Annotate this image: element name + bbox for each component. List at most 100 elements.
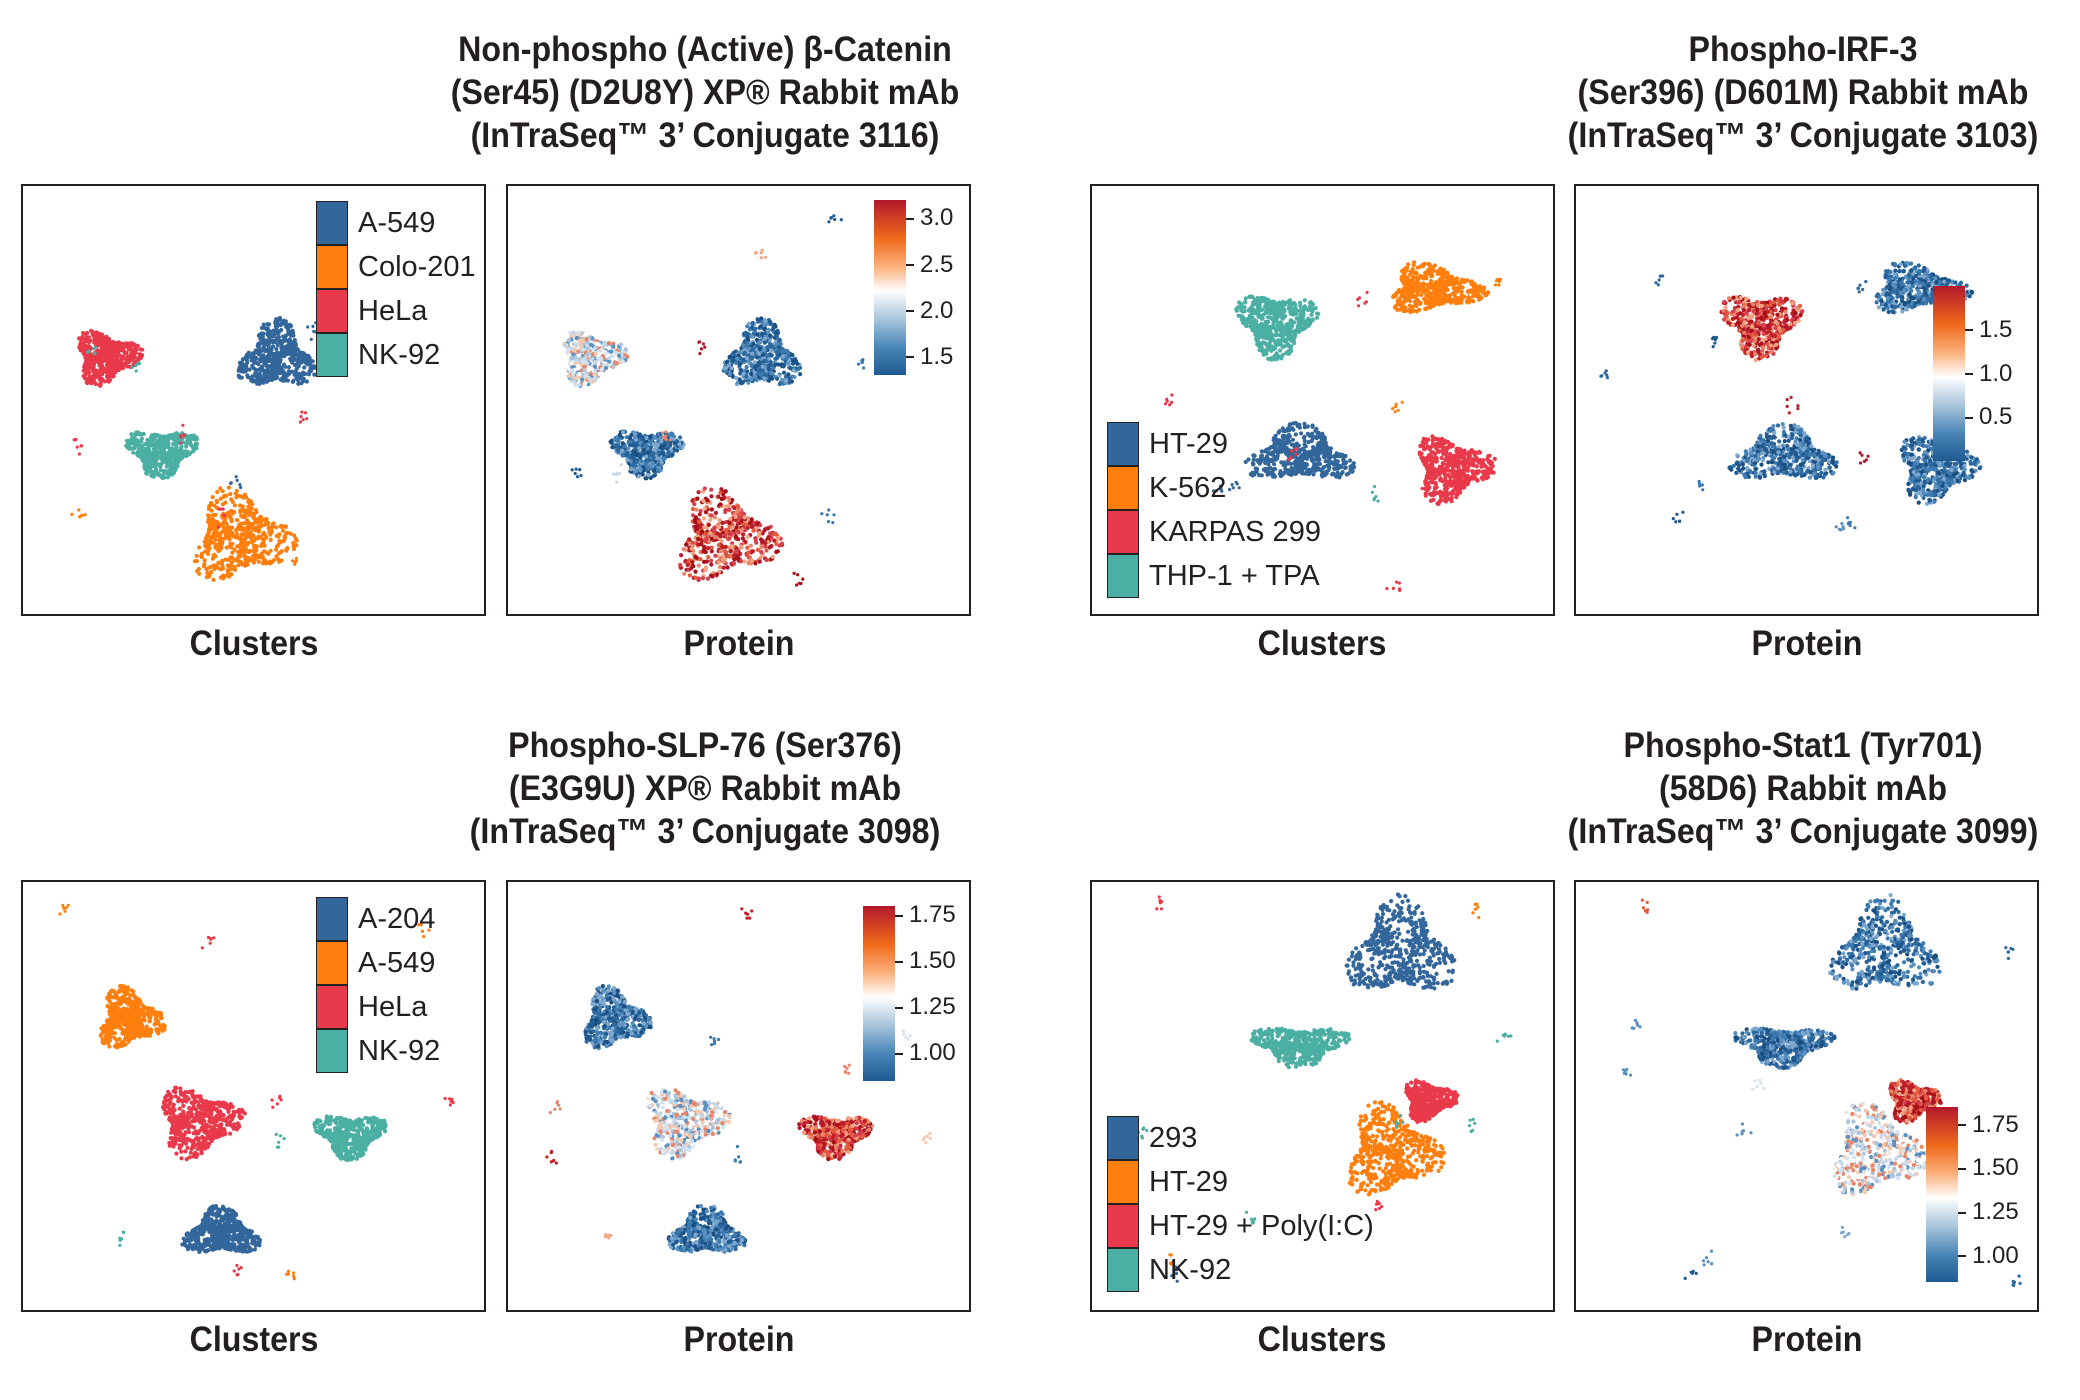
cell-point — [798, 372, 803, 377]
outlier-point — [179, 435, 183, 439]
cell-point — [644, 435, 649, 440]
cell-point — [133, 346, 138, 351]
cell-point — [282, 537, 287, 542]
cell-point — [597, 351, 602, 356]
cell-point — [249, 511, 254, 516]
outlier-point — [83, 513, 87, 517]
cell-point — [204, 575, 209, 580]
cell-point — [736, 537, 741, 542]
cell-point — [232, 503, 237, 508]
cell-point — [687, 537, 692, 542]
cell-point — [267, 529, 272, 534]
cell-point — [262, 360, 267, 365]
cell-point — [282, 349, 287, 354]
cell-point — [262, 522, 267, 527]
cell-point — [1334, 452, 1339, 457]
cell-point — [279, 327, 284, 333]
cell-point — [300, 372, 305, 377]
cell-point — [110, 367, 115, 372]
cell-point — [194, 559, 199, 564]
cell-point — [1338, 464, 1343, 469]
outlier-point — [754, 251, 758, 255]
cell-point — [661, 450, 666, 455]
cell-point — [666, 450, 671, 455]
cell-point — [754, 343, 759, 348]
cell-point — [312, 372, 317, 377]
cell-point — [599, 357, 604, 363]
cell-point — [593, 346, 598, 351]
cell-point — [215, 565, 220, 570]
cell-point — [569, 376, 574, 382]
cell-point — [164, 464, 169, 469]
cell-point — [745, 356, 750, 361]
cell-point — [714, 572, 720, 577]
cell-point — [708, 517, 713, 522]
cell-point — [246, 520, 251, 525]
cell-point — [160, 475, 165, 481]
cell-point — [91, 362, 96, 367]
cell-point — [264, 550, 269, 555]
cell-point — [1351, 461, 1356, 466]
cell-point — [750, 549, 756, 554]
cell-point — [163, 469, 168, 474]
cluster-colo-201 — [678, 486, 785, 582]
cell-point — [289, 346, 294, 351]
chart-title: Phospho-IRF-3 (Ser396) (D601M) Rabbit mA… — [1389, 28, 2080, 157]
outlier-point — [668, 438, 672, 442]
clusters-axis-label: Clusters — [189, 624, 319, 663]
cell-point — [692, 502, 697, 507]
cell-point — [570, 333, 575, 338]
cell-point — [261, 340, 266, 345]
cell-point — [1332, 466, 1337, 471]
cell-point — [218, 575, 223, 580]
cell-point — [735, 556, 740, 561]
cell-point — [226, 569, 231, 574]
cell-point — [128, 441, 133, 446]
cell-point — [279, 558, 284, 563]
cell-point — [750, 346, 755, 351]
cell-point — [108, 363, 113, 368]
outlier-point — [839, 218, 843, 222]
cell-point — [177, 448, 182, 453]
cell-point — [82, 363, 87, 368]
outlier-point — [179, 441, 183, 445]
cell-point — [1302, 421, 1307, 426]
cell-point — [192, 444, 197, 449]
cell-point — [731, 350, 736, 355]
cell-point — [777, 342, 782, 347]
legend-label: HeLa — [358, 294, 428, 327]
cell-point — [698, 524, 703, 529]
outlier-point — [664, 434, 668, 438]
cell-point — [717, 560, 722, 565]
cell-point — [758, 523, 763, 528]
cell-point — [264, 368, 269, 373]
cell-point — [86, 335, 91, 340]
cell-point — [174, 448, 179, 453]
cell-point — [92, 340, 97, 345]
cell-point — [727, 372, 732, 377]
cell-point — [573, 375, 578, 381]
cell-point — [293, 369, 298, 374]
outlier-point — [181, 423, 185, 427]
cell-point — [689, 566, 694, 571]
cell-point — [582, 364, 587, 369]
cell-point — [245, 360, 250, 365]
outlier-point — [611, 472, 615, 476]
cell-point — [709, 507, 714, 512]
cell-point — [257, 374, 262, 379]
cell-point — [769, 376, 774, 381]
cell-point — [165, 475, 170, 480]
cell-point — [573, 355, 578, 360]
cell-point — [258, 336, 263, 341]
cell-point — [213, 529, 218, 534]
cell-point — [276, 355, 281, 360]
cell-point — [777, 373, 782, 379]
cell-point — [159, 438, 164, 443]
colorbar-gradient — [874, 200, 906, 375]
cell-point — [749, 517, 754, 522]
cell-point — [609, 354, 614, 359]
cell-point — [760, 538, 765, 543]
cell-point — [716, 494, 721, 499]
cell-point — [108, 378, 113, 383]
cell-point — [734, 548, 740, 553]
